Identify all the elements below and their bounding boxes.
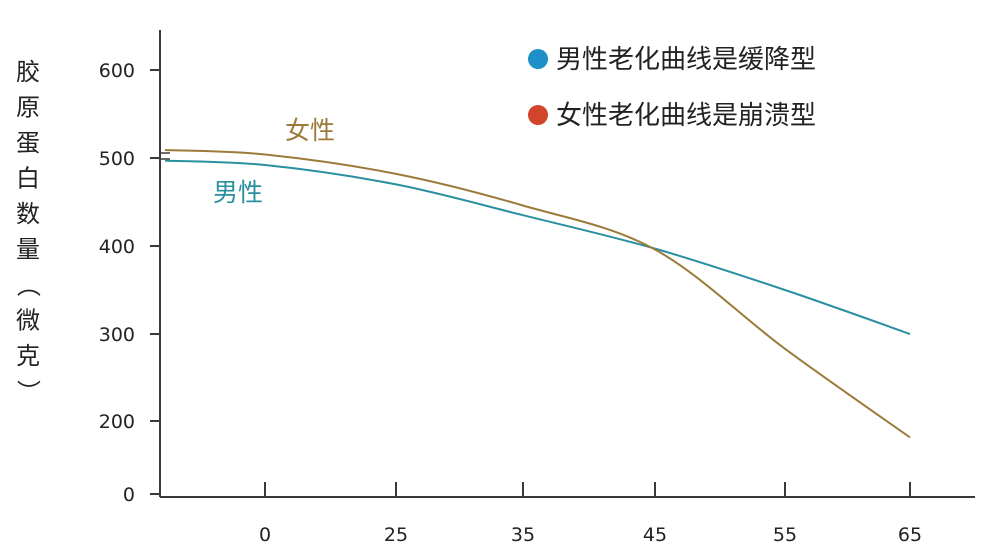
y-axis-title-char: ） (14, 380, 42, 404)
y-axis-title-char: 白 (16, 165, 40, 193)
series-label-female: 女性 (285, 116, 335, 145)
series-label-male: 男性 (213, 178, 263, 207)
series-labels: 男性 女性 (213, 116, 335, 207)
x-tick-label: 65 (898, 524, 922, 546)
y-tick-label: 500 (99, 148, 135, 170)
y-tick-label: 400 (99, 236, 135, 258)
y-axis-title-char: （ (14, 273, 42, 297)
y-axis-title-char: 蛋 (16, 129, 40, 157)
series-line-female (164, 149, 911, 439)
y-axis-title-char: 量 (16, 236, 40, 264)
y-tick-label: 300 (99, 324, 135, 346)
x-tick-label: 55 (773, 524, 797, 546)
y-tick-label: 200 (99, 411, 135, 433)
y-axis-title-char: 微 (16, 307, 40, 335)
y-axis-title-char: 胶 (16, 58, 40, 86)
x-tick-label: 35 (511, 524, 535, 546)
y-tick-label: 600 (99, 60, 135, 82)
y-tick-label: 0 (123, 484, 135, 506)
axes: 0 200 300 400 500 600 0 25 35 45 55 65 (99, 30, 975, 546)
series-line-male (164, 159, 911, 335)
x-tick-label: 45 (643, 524, 667, 546)
legend-dot (528, 105, 548, 125)
series-lines (164, 149, 911, 439)
x-tick-label: 25 (384, 524, 408, 546)
y-axis-title-char: 数 (16, 200, 40, 228)
y-axis-title-char: 克 (16, 342, 40, 370)
legend-label: 男性老化曲线是缓降型 (556, 45, 816, 75)
legend-dot (528, 49, 548, 69)
y-axis-title-char: 原 (16, 94, 40, 122)
legend-label: 女性老化曲线是崩溃型 (556, 101, 816, 131)
x-tick-label: 0 (259, 524, 271, 546)
